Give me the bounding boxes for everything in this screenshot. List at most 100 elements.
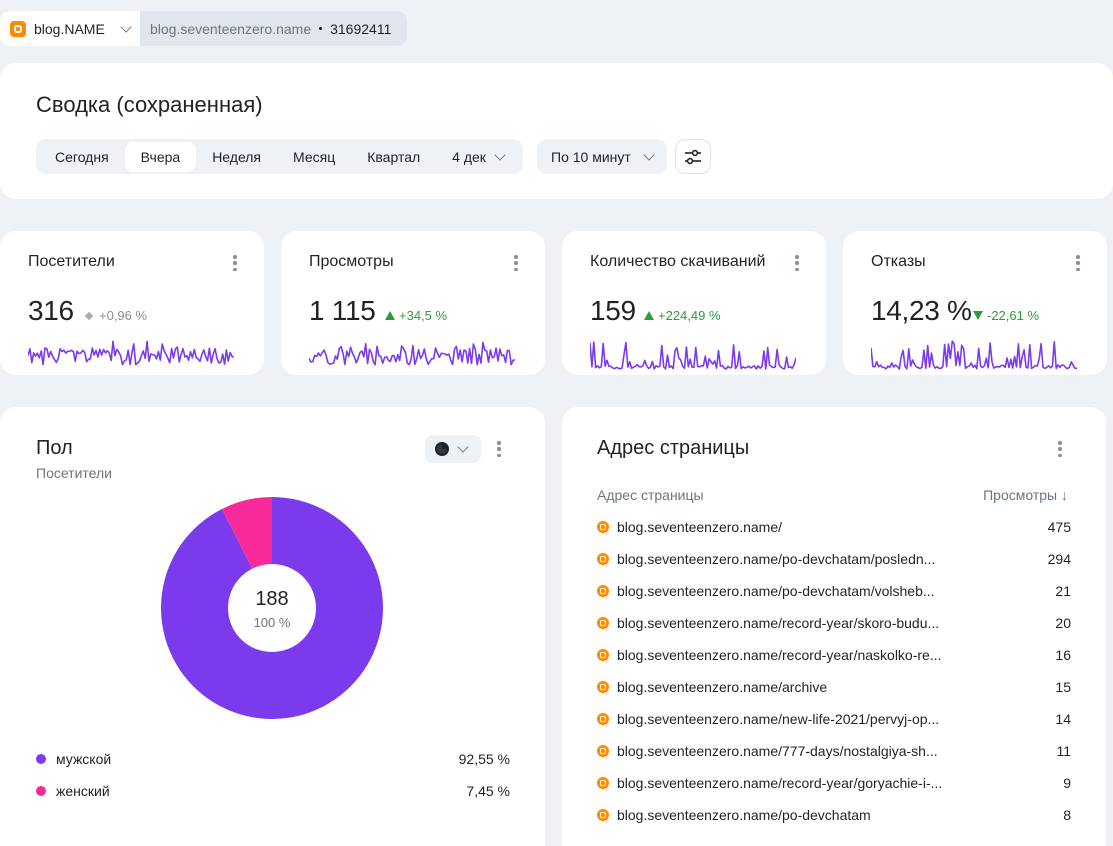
page-url[interactable]: blog.seventeenzero.name/record-year/skor… [617, 615, 940, 631]
blogger-icon [597, 713, 609, 725]
metric-value: 159 [590, 295, 636, 326]
legend-pct: 92,55 % [458, 751, 510, 767]
page-views: 8 [1063, 807, 1071, 823]
chart-type-select[interactable] [425, 435, 481, 463]
page-views: 475 [1047, 519, 1071, 535]
period-selector: Сегодня Вчера Неделя Месяц Квартал 4 дек [36, 139, 523, 174]
sparkline-path [309, 341, 515, 366]
table-row[interactable]: blog.seventeenzero.name/archive 15 [597, 671, 1071, 703]
metric-delta-value: +34,5 % [399, 308, 448, 323]
chevron-down-icon [494, 148, 506, 161]
counter-url: blog.seventeenzero.name [150, 20, 312, 37]
page-url[interactable]: blog.seventeenzero.name/po-devchatam/vol… [617, 583, 935, 599]
gender-widget: Пол Посетители 188 100 % мужской 92,55 %… [0, 407, 545, 846]
legend-pct: 7,45 % [466, 783, 510, 799]
table-row[interactable]: blog.seventeenzero.name/record-year/gory… [597, 767, 1071, 799]
grouping-label: По 10 минут [551, 148, 631, 165]
widget-subtitle: Посетители [36, 465, 112, 481]
sparkline [871, 340, 1077, 370]
more-icon[interactable] [233, 255, 237, 271]
page-url[interactable]: blog.seventeenzero.name/new-life-2021/pe… [617, 711, 940, 727]
legend-item-female[interactable]: женский 7,45 % [36, 783, 510, 799]
page-views: 11 [1056, 743, 1071, 759]
metric-delta: +224,49 % [644, 308, 721, 323]
legend-dot-female [36, 786, 46, 796]
table-row[interactable]: blog.seventeenzero.name/new-life-2021/pe… [597, 703, 1071, 735]
table-row[interactable]: blog.seventeenzero.name/475 [597, 511, 1071, 543]
counter-selector[interactable]: blog.NAME [0, 11, 140, 46]
table-row[interactable]: blog.seventeenzero.name/po-devchatam/vol… [597, 575, 1071, 607]
page-url[interactable]: blog.seventeenzero.name/archive [617, 679, 828, 695]
report-header: Сводка (сохраненная) Сегодня Вчера Недел… [0, 63, 1113, 199]
column-header-url: Адрес страницы [597, 487, 704, 503]
blogger-icon [597, 745, 609, 757]
more-icon[interactable] [1058, 441, 1062, 457]
more-icon[interactable] [497, 441, 501, 457]
sparkline-path [871, 340, 1077, 370]
chevron-down-icon [457, 441, 469, 453]
legend-item-male[interactable]: мужской 92,55 % [36, 751, 510, 767]
page-url[interactable]: blog.seventeenzero.name/po-devchatam/pos… [617, 551, 936, 567]
sliders-icon [685, 149, 701, 164]
dot-separator [319, 27, 323, 30]
period-week[interactable]: Неделя [212, 148, 262, 165]
metric-title: Просмотры [309, 253, 394, 270]
metric-card-pageviews: Просмотры 1 115 +34,5 % [281, 231, 545, 375]
chevron-down-icon [120, 20, 132, 33]
metric-title: Отказы [871, 253, 926, 270]
more-icon[interactable] [1076, 255, 1080, 271]
metric-value: 316 [28, 295, 74, 326]
period-today[interactable]: Сегодня [55, 148, 109, 165]
page-views: 9 [1063, 775, 1071, 791]
period-yesterday[interactable]: Вчера [124, 141, 197, 172]
table-row[interactable]: blog.seventeenzero.name/record-year/skor… [597, 607, 1071, 639]
legend-label: женский [56, 783, 110, 799]
page-url[interactable]: blog.seventeenzero.name/record-year/gory… [617, 775, 943, 791]
blogger-icon [597, 681, 609, 693]
sparkline [590, 341, 796, 370]
more-icon[interactable] [514, 255, 518, 271]
page-url[interactable]: blog.seventeenzero.name/record-year/nask… [617, 647, 942, 663]
widget-title: Адрес страницы [597, 437, 750, 459]
page-title: Сводка (сохраненная) [36, 92, 263, 117]
page-views: 294 [1047, 551, 1071, 567]
blogger-icon [597, 521, 609, 533]
page-url[interactable]: blog.seventeenzero.name/777-days/nostalg… [617, 743, 938, 759]
arrow-up-icon [385, 311, 395, 320]
table-row[interactable]: blog.seventeenzero.name/record-year/nask… [597, 639, 1071, 671]
page-views: 14 [1055, 711, 1071, 727]
metric-delta: +34,5 % [385, 308, 447, 323]
metric-value: 1 115 [309, 295, 376, 326]
more-icon[interactable] [795, 255, 799, 271]
date-label: 4 дек [452, 148, 486, 165]
filters-button[interactable] [675, 139, 711, 174]
period-month[interactable]: Месяц [293, 148, 336, 165]
page-views: 20 [1055, 615, 1071, 631]
column-header-views[interactable]: Просмотры ↓ [983, 487, 1068, 503]
metric-delta: -22,61 % [973, 308, 1039, 323]
grouping-select[interactable]: По 10 минут [537, 139, 667, 174]
metric-card-downloads: Количество скачиваний 159 +224,49 % [562, 231, 826, 375]
metric-delta: +0,96 % [84, 308, 147, 323]
donut-total-pct: 100 % [253, 615, 291, 630]
metric-title: Посетители [28, 253, 115, 270]
chevron-down-icon [643, 148, 655, 161]
sparkline-path [28, 340, 234, 366]
page-url[interactable]: blog.seventeenzero.name/ [617, 519, 782, 535]
period-quarter[interactable]: Квартал [367, 148, 421, 165]
donut-center: 188 100 % [222, 588, 322, 630]
metric-value: 14,23 % [871, 295, 972, 326]
counter-id: 31692411 [330, 20, 392, 37]
table-row[interactable]: blog.seventeenzero.name/777-days/nostalg… [597, 735, 1071, 767]
sparkline-path [590, 341, 796, 370]
table-row[interactable]: blog.seventeenzero.name/po-devchatam/pos… [597, 543, 1071, 575]
metric-delta-value: -22,61 % [987, 308, 1040, 323]
table-row[interactable]: blog.seventeenzero.name/po-devchatam 8 [597, 799, 1071, 831]
arrow-up-icon [644, 311, 654, 320]
widget-title: Пол [36, 437, 73, 459]
blogger-icon [597, 553, 609, 565]
blogger-icon [597, 585, 609, 597]
date-picker[interactable]: 4 дек [436, 142, 520, 172]
page-url[interactable]: blog.seventeenzero.name/po-devchatam [617, 807, 871, 823]
metric-title: Количество скачиваний [590, 253, 766, 270]
